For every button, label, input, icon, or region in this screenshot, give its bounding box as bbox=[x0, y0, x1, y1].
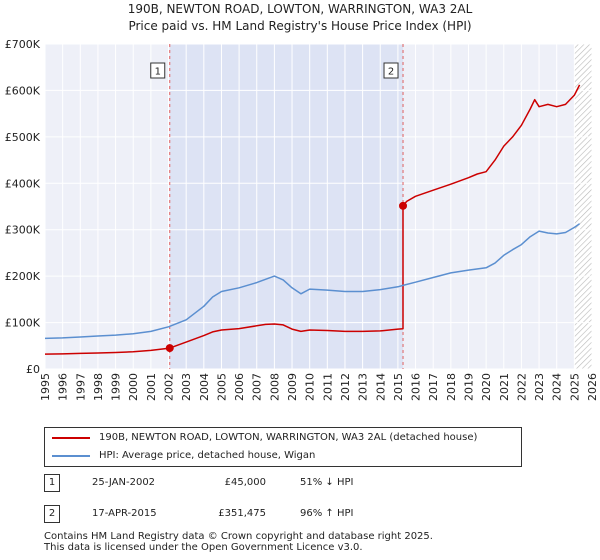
chart-title: 190B, NEWTON ROAD, LOWTON, WARRINGTON, W… bbox=[127, 2, 473, 16]
annotation-label: 2 bbox=[388, 67, 394, 78]
x-tick-label: 2016 bbox=[410, 373, 423, 401]
x-tick-label: 2020 bbox=[480, 373, 493, 401]
annotation-label: 1 bbox=[155, 67, 161, 78]
y-tick-label: £700K bbox=[5, 38, 41, 51]
sale-date: 25-JAN-2002 bbox=[92, 477, 156, 488]
x-tick-label: 2023 bbox=[533, 373, 546, 401]
x-tick-label: 2000 bbox=[127, 373, 140, 401]
x-tick-label: 2025 bbox=[568, 373, 581, 401]
x-tick-label: 2021 bbox=[498, 373, 511, 401]
x-tick-label: 2014 bbox=[374, 373, 387, 401]
footer-licence: This data is licensed under the Open Gov… bbox=[44, 542, 363, 553]
x-tick-label: 2013 bbox=[357, 373, 370, 401]
sale-price: £351,475 bbox=[218, 508, 266, 519]
x-tick-label: 2026 bbox=[586, 373, 599, 401]
x-tick-label: 2008 bbox=[268, 373, 281, 401]
table-row: 1 25-JAN-2002 £45,000 51% ↓ HPI bbox=[0, 473, 600, 493]
x-tick-label: 2007 bbox=[251, 373, 264, 401]
sale-point bbox=[165, 344, 174, 353]
x-tick-label: 2004 bbox=[198, 373, 211, 401]
sale-date: 17-APR-2015 bbox=[92, 508, 157, 519]
series-line-hpi bbox=[44, 223, 581, 340]
sale-hpi-comparison: 96% ↑ HPI bbox=[300, 508, 354, 519]
x-tick-label: 1996 bbox=[57, 373, 70, 401]
sale-marker-number: 1 bbox=[44, 474, 60, 492]
x-tick-label: 2024 bbox=[551, 373, 564, 401]
x-tick-label: 1995 bbox=[39, 373, 52, 401]
x-tick-label: 1998 bbox=[92, 373, 105, 401]
x-tick-label: 2003 bbox=[180, 373, 193, 401]
y-tick-label: £200K bbox=[5, 270, 41, 283]
legend-swatch-property bbox=[52, 437, 90, 439]
series-line-property bbox=[44, 84, 581, 355]
y-tick-label: £500K bbox=[5, 131, 41, 144]
x-tick-label: 2022 bbox=[515, 373, 528, 401]
x-tick-label: 2009 bbox=[286, 373, 299, 401]
legend: 190B, NEWTON ROAD, LOWTON, WARRINGTON, W… bbox=[44, 427, 522, 467]
sale-period-shading bbox=[169, 44, 404, 369]
sale-price: £45,000 bbox=[224, 477, 266, 488]
x-tick-label: 2005 bbox=[215, 373, 228, 401]
x-tick-label: 2019 bbox=[462, 373, 475, 401]
x-tick-label: 2001 bbox=[145, 373, 158, 401]
y-tick-label: £100K bbox=[5, 317, 41, 330]
x-tick-label: 2018 bbox=[445, 373, 458, 401]
x-tick-label: 2015 bbox=[392, 373, 405, 401]
legend-label-property: 190B, NEWTON ROAD, LOWTON, WARRINGTON, W… bbox=[99, 432, 478, 443]
table-row: 2 17-APR-2015 £351,475 96% ↑ HPI bbox=[0, 504, 600, 524]
x-tick-label: 2010 bbox=[304, 373, 317, 401]
y-tick-label: £400K bbox=[5, 177, 41, 190]
annotation-box bbox=[150, 62, 166, 79]
footer-copyright: Contains HM Land Registry data © Crown c… bbox=[44, 531, 433, 542]
hatched-region bbox=[574, 44, 592, 369]
y-tick-label: £0 bbox=[26, 363, 40, 376]
x-tick-label: 2011 bbox=[321, 373, 334, 401]
y-tick-label: £300K bbox=[5, 224, 41, 237]
annotation-box bbox=[383, 62, 399, 79]
price-chart: £0 £100K £200K £300K £400K £500K £600K £700K 199… bbox=[5, 38, 599, 401]
sale-marker-number: 2 bbox=[44, 505, 60, 523]
x-tick-label: 2012 bbox=[339, 373, 352, 401]
x-tick-label: 2017 bbox=[427, 373, 440, 401]
chart-subtitle: Price paid vs. HM Land Registry's House … bbox=[128, 19, 472, 33]
sale-point bbox=[399, 201, 408, 210]
sale-hpi-comparison: 51% ↓ HPI bbox=[300, 477, 354, 488]
y-tick-label: £600K bbox=[5, 84, 41, 97]
legend-swatch-hpi bbox=[52, 455, 90, 457]
x-tick-label: 2006 bbox=[233, 373, 246, 401]
legend-label-hpi: HPI: Average price, detached house, Wiga… bbox=[99, 450, 316, 461]
footer: Contains HM Land Registry data © Crown c… bbox=[44, 531, 433, 553]
x-tick-label: 1997 bbox=[74, 373, 87, 401]
x-tick-label: 1999 bbox=[110, 373, 123, 401]
x-tick-label: 2002 bbox=[163, 373, 176, 401]
